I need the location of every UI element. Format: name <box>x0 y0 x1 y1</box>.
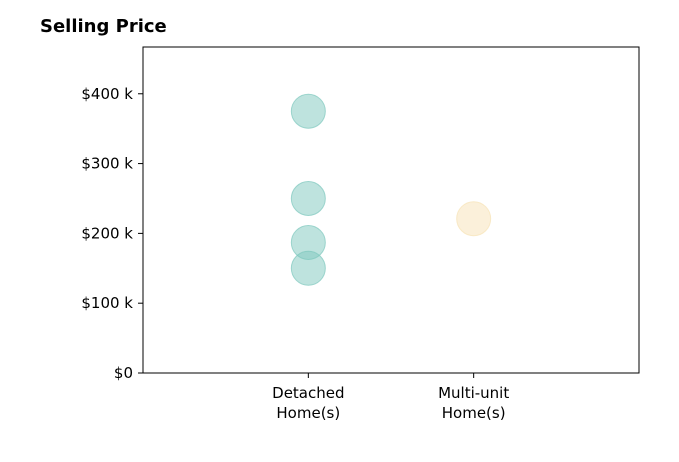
data-point <box>290 180 326 216</box>
data-point <box>456 201 492 237</box>
x-tick-label: Home(s) <box>442 404 506 422</box>
y-tick-label: $400 k <box>81 85 133 103</box>
chart-title: Selling Price <box>40 16 167 37</box>
x-tick-label: Home(s) <box>276 404 340 422</box>
data-points-layer <box>290 93 492 286</box>
y-tick-label: $300 k <box>81 155 133 173</box>
x-tick-label: Multi-unit <box>438 384 509 402</box>
data-point <box>290 250 326 286</box>
y-tick-label: $100 k <box>81 294 133 312</box>
plot-frame <box>142 46 640 374</box>
axes-layer: $0 $100 k $200 k $300 k $400 k Detached Home(s… <box>81 85 509 422</box>
y-tick-label: $0 <box>114 364 133 382</box>
x-tick-label: Detached <box>272 384 344 402</box>
data-point <box>290 93 326 129</box>
y-tick-label: $200 k <box>81 224 133 242</box>
